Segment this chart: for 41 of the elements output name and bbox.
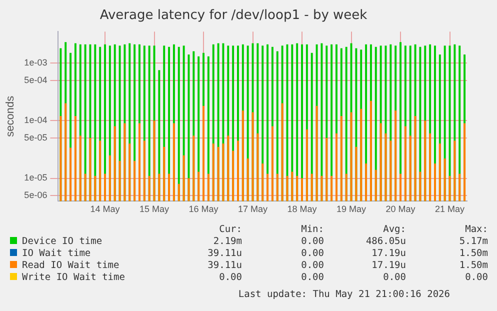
text: 0.00 [218, 271, 242, 283]
text: 1.50m [458, 259, 488, 271]
text: 0.00 [464, 271, 488, 283]
y-tick-label: 5e-05 [24, 132, 48, 142]
text: Max: [464, 223, 488, 235]
x-tick-label: 17 May [238, 204, 268, 214]
text: 17.19u [370, 247, 406, 259]
y-tick-label: 1e-05 [24, 172, 48, 183]
y-tick-label: 1e-04 [24, 115, 48, 126]
text: 0.00 [300, 271, 324, 283]
legend-label: Write IO Wait time [21, 271, 126, 283]
x-tick-label: 16 May [188, 204, 219, 214]
y-tick-label: 5e-06 [24, 190, 48, 200]
text: 39.11u [206, 247, 242, 259]
text: Avg: [382, 223, 406, 235]
text: 2.19m [212, 235, 242, 247]
x-tick-label: 21 May [435, 204, 466, 214]
text: 1.50m [458, 247, 488, 259]
x-tick-label: 14 May [90, 204, 120, 214]
text: 0.00 [300, 259, 324, 271]
chart-title: Average latency for /dev/loop1 - by week [100, 8, 368, 24]
y-axis-title: seconds [4, 95, 17, 137]
x-tick-label: 20 May [386, 204, 416, 214]
text: Last update: Thu May 21 21:00:16 2026 [238, 289, 450, 300]
text: 0.00 [300, 235, 324, 247]
x-tick-label: 15 May [140, 204, 170, 214]
x-tick-label: 19 May [336, 204, 367, 214]
text: 5.17m [458, 235, 488, 247]
text: 486.05u [364, 235, 406, 247]
text: 39.11u [206, 259, 242, 271]
text: Cur: [218, 223, 242, 235]
x-tick-label: 18 May [287, 204, 318, 214]
text: Min: [300, 223, 324, 235]
legend-label: IO Wait time [21, 247, 92, 259]
text: 0.00 [382, 271, 406, 283]
text: 0.00 [300, 247, 324, 259]
text: 17.19u [370, 259, 406, 271]
y-tick-label: 5e-04 [24, 74, 48, 85]
legend-label: Read IO Wait time [21, 259, 120, 271]
legend-label: Device IO time [21, 235, 104, 247]
y-tick-label: 1e-03 [24, 57, 48, 68]
